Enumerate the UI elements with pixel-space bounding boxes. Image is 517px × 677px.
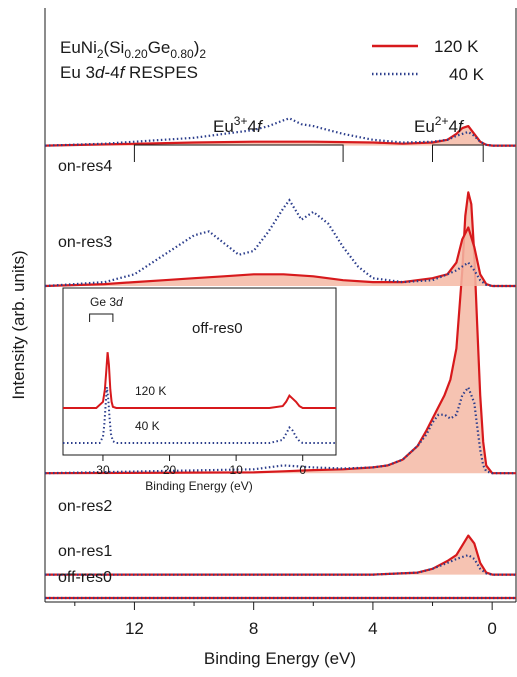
- inset-label-120k: 120 K: [135, 384, 166, 398]
- inset-x-tick-label-0: 0: [299, 463, 306, 477]
- title2-part-dash: -4: [104, 63, 119, 82]
- label-on-res3: on-res3: [58, 234, 112, 251]
- label-on-res4: on-res4: [58, 158, 112, 175]
- inset-ge-label-main: Ge 3: [90, 295, 116, 309]
- fill-on-res3-120k: [45, 227, 516, 286]
- title-part-euni: EuNi: [60, 38, 97, 57]
- inset-x-tick-label-20: 20: [163, 463, 177, 477]
- title-sub-080: 0.80: [170, 47, 194, 61]
- title2-part-d: d: [95, 63, 105, 82]
- title-part-ge: Ge: [148, 38, 171, 57]
- title-sub-2b: 2: [199, 47, 206, 61]
- inset-x-tick-label-10: 10: [229, 463, 243, 477]
- label-on-res2: on-res2: [58, 498, 112, 515]
- line-on-res2-40k: [45, 385, 516, 475]
- title2-part-b: RESPES: [124, 63, 198, 82]
- title2-part-f: f: [120, 63, 127, 82]
- inset-spectra: [63, 352, 336, 444]
- title-sub-2a: 2: [97, 47, 104, 61]
- plot-frame: [44, 8, 517, 603]
- line-on-res3-40k: [45, 198, 516, 288]
- eu2-bracket: [432, 144, 484, 162]
- eu3-bracket: [133, 144, 344, 162]
- x-axis-ticks: 12 8 4 0: [74, 602, 497, 638]
- eu2-label-f: f: [458, 117, 465, 136]
- x-tick-label-0: 0: [487, 619, 496, 638]
- eu2-label-sup: 2+: [435, 114, 449, 128]
- label-off-res0: off-res0: [58, 569, 112, 586]
- fill-on-res2-120k: [45, 192, 516, 474]
- eu3-label: Eu3+4f: [213, 114, 264, 136]
- title-part-paren: ): [194, 38, 200, 57]
- legend: 120 K 40 K: [372, 37, 485, 84]
- title2-part-a: Eu 3: [60, 63, 95, 82]
- inset-ge-label-d: d: [116, 295, 123, 309]
- inset-x-axis-label: Binding Energy (eV): [145, 479, 252, 493]
- title-sub-020: 0.20: [124, 47, 148, 61]
- eu2-label-tail: 4: [448, 117, 457, 136]
- eu3-label-f: f: [257, 117, 264, 136]
- line-on-res1-40k: [45, 553, 516, 576]
- eu2-label-main: Eu: [414, 117, 435, 136]
- line-on-res2-120k: [45, 191, 516, 475]
- inset-x-tick-label-30: 30: [96, 463, 110, 477]
- x-tick-label-12: 12: [125, 619, 144, 638]
- eu3-label-main: Eu: [213, 117, 234, 136]
- fill-on-res1-120k: [45, 535, 516, 575]
- inset-ge-bracket: [89, 313, 114, 322]
- title-part-si: (Si: [104, 38, 125, 57]
- eu3-label-tail: 4: [247, 117, 256, 136]
- label-on-res1: on-res1: [58, 543, 112, 560]
- inset-frame: [62, 287, 337, 456]
- line-on-res3-120k: [45, 226, 516, 288]
- legend-label-40k: 40 K: [449, 65, 485, 84]
- eu2-label: Eu2+4f: [414, 114, 465, 136]
- legend-label-120k: 120 K: [434, 37, 479, 56]
- spectra-group: [45, 117, 516, 600]
- x-tick-label-4: 4: [368, 619, 377, 638]
- eu3-label-sup: 3+: [234, 114, 248, 128]
- inset-label-40k: 40 K: [135, 419, 160, 433]
- inset-chart: 30 20 10 0 off-res0 Ge 3d 120 K 40 K Bindin…: [62, 287, 337, 493]
- inset-title: off-res0: [192, 320, 243, 337]
- y-axis-label: Intensity (arb. units): [9, 250, 28, 399]
- inset-ge-label: Ge 3d: [90, 295, 123, 309]
- inset-x-ticks: 30 20 10 0: [96, 455, 306, 477]
- x-axis-label: Binding Energy (eV): [204, 649, 356, 668]
- inset-line-120k: [63, 352, 336, 409]
- x-tick-label-8: 8: [249, 619, 258, 638]
- eu3-annotation: Eu3+4f: [133, 114, 344, 162]
- eu2-annotation: Eu2+4f: [414, 114, 484, 162]
- chart-title-line1: EuNi2(Si0.20Ge0.80)2: [60, 38, 206, 61]
- chart-title-line2: Eu 3d-4f RESPES: [60, 63, 198, 82]
